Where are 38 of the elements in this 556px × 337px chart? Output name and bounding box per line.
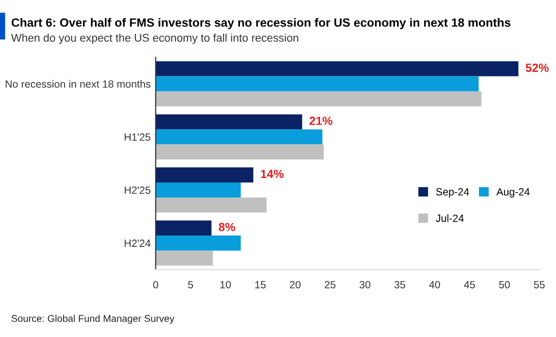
- bar: [156, 236, 241, 251]
- data-label: 14%: [261, 170, 284, 178]
- legend-label: Jul-24: [436, 214, 464, 222]
- data-label: 21%: [310, 116, 332, 126]
- bar: [156, 167, 254, 182]
- bar: [156, 182, 241, 198]
- chart-subtitle: When do you expect the US economy to fall into recession: [11, 34, 298, 44]
- x-tick-label: 25: [324, 280, 336, 288]
- x-tick-label: 50: [499, 280, 510, 288]
- y-tick-label: H1'25: [124, 133, 150, 141]
- y-tick-label: H2'24: [124, 240, 151, 247]
- y-tick-label: No recession in next 18 months: [6, 80, 150, 88]
- x-tick-label: 35: [394, 280, 406, 288]
- x-tick-label: 45: [464, 281, 475, 288]
- bar: [156, 198, 267, 213]
- bar: [156, 220, 212, 236]
- x-tick-label: 40: [429, 280, 440, 288]
- bar: [156, 129, 322, 144]
- x-tick-label: 20: [290, 280, 301, 288]
- data-label: 52%: [526, 64, 549, 72]
- source-note: Source: Global Fund Manager Survey: [12, 314, 174, 324]
- x-tick-label: 55: [534, 281, 545, 288]
- x-tick-label: 30: [360, 280, 370, 288]
- bar: [156, 250, 213, 266]
- bar: [156, 114, 302, 130]
- x-tick-label: 15: [255, 281, 266, 288]
- x-tick-label: 5: [188, 281, 194, 288]
- chart-title: Chart 6: Over half of FMS investors say no recession for US economy in next 18 months: [12, 18, 510, 30]
- bar: [156, 61, 518, 76]
- x-tick-label: 10: [220, 280, 231, 288]
- x-tick-label: 0: [153, 280, 158, 288]
- bar: [156, 144, 324, 160]
- bar: [156, 76, 479, 92]
- bar: [156, 91, 482, 106]
- data-label: 8%: [218, 222, 236, 232]
- legend-label: Aug-24: [496, 188, 530, 198]
- legend-label: Sep-24: [436, 188, 469, 198]
- y-tick-label: H2'25: [124, 186, 150, 194]
